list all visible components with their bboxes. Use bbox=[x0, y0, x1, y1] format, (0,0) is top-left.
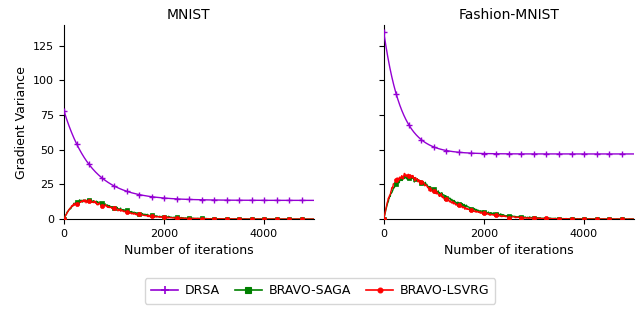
Y-axis label: Gradient Variance: Gradient Variance bbox=[15, 66, 28, 178]
X-axis label: Number of iterations: Number of iterations bbox=[444, 244, 573, 257]
X-axis label: Number of iterations: Number of iterations bbox=[124, 244, 253, 257]
Legend: DRSA, BRAVO-SAGA, BRAVO-LSVRG: DRSA, BRAVO-SAGA, BRAVO-LSVRG bbox=[145, 278, 495, 304]
Title: MNIST: MNIST bbox=[167, 8, 211, 23]
Title: Fashion-MNIST: Fashion-MNIST bbox=[458, 8, 559, 23]
